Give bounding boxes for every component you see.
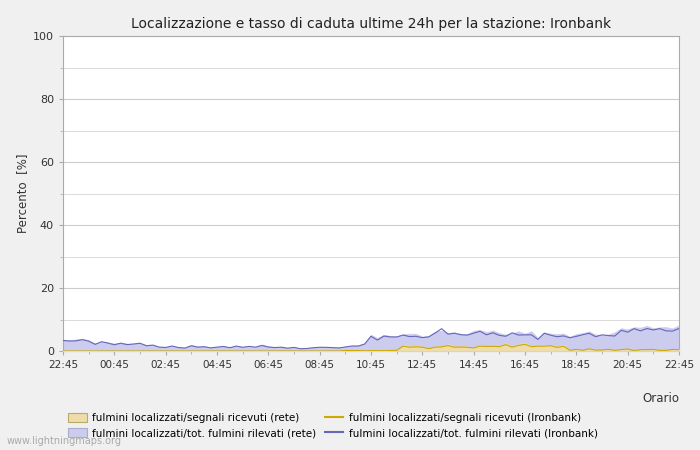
Y-axis label: Percento  [%]: Percento [%] (16, 154, 29, 233)
Title: Localizzazione e tasso di caduta ultime 24h per la stazione: Ironbank: Localizzazione e tasso di caduta ultime … (131, 17, 611, 31)
Text: www.lightningmaps.org: www.lightningmaps.org (7, 436, 122, 446)
Text: Orario: Orario (642, 392, 679, 405)
Legend: fulmini localizzati/segnali ricevuti (rete), fulmini localizzati/tot. fulmini ri: fulmini localizzati/segnali ricevuti (re… (68, 413, 598, 438)
